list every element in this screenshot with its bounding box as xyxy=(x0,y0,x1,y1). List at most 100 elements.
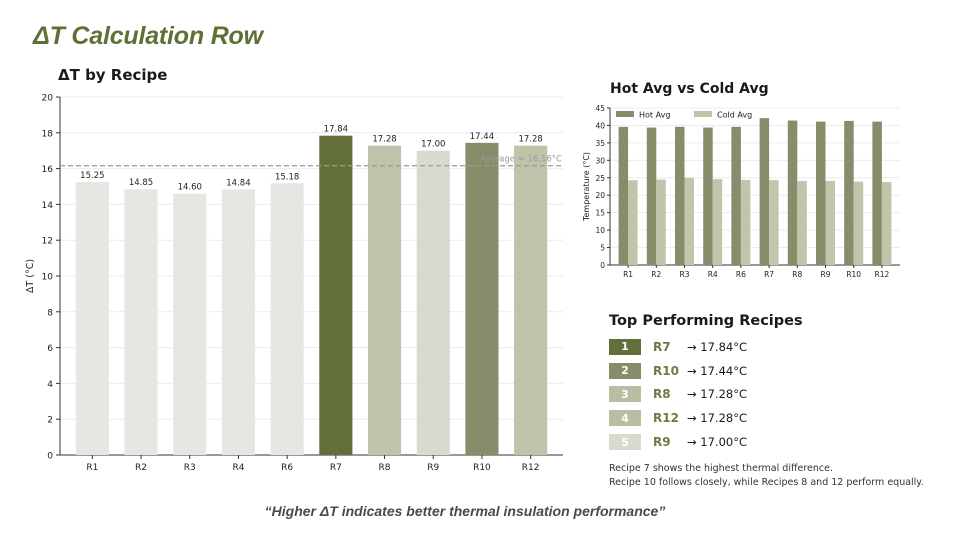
rank-recipe: R12 xyxy=(653,411,679,426)
cold-bar-r9 xyxy=(825,180,835,265)
y-axis-label: Temperature (°C) xyxy=(582,152,591,222)
bar-r6 xyxy=(270,183,304,455)
quote: “Higher ΔT indicates better thermal insu… xyxy=(264,503,666,519)
hot-cold-chart-svg: 0 5 10 15 20 25 30 35 40 45 Temperature (°C) R1 R2 R3… xyxy=(582,104,900,279)
x-tick-label: R2 xyxy=(135,463,147,473)
bar-r7 xyxy=(319,135,353,455)
x-tick-label: R1 xyxy=(86,463,98,473)
bar-value-label: 17.00 xyxy=(421,140,445,150)
x-tick-label: R4 xyxy=(232,463,244,473)
y-tick-label: 0 xyxy=(600,261,605,270)
top-performing-list: 1 R7 → 17.84°C 2 R10 → 17.44°C 3 R8 → 17.28°C 4 R1… xyxy=(609,335,939,454)
delta-t-chart: ΔT by Recipe 0 2 4 6 8 10 12 14 16 18 20 ΔT (°C) 15.… xyxy=(18,62,578,482)
hot-cold-chart: Hot Avg vs Cold Avg 0 5 10 15 20 25 30 35 40 45 Te… xyxy=(570,78,910,293)
rank-badge: 1 xyxy=(609,338,641,355)
y-tick-label: 45 xyxy=(595,104,605,113)
y-tick-label: 30 xyxy=(595,156,605,165)
bar-r12 xyxy=(514,145,548,456)
delta-t-chart-svg: 0 2 4 6 8 10 12 14 16 18 20 ΔT (°C) 15.25 R1 14.85 R2 14… xyxy=(25,94,563,473)
rank-badge: 5 xyxy=(609,434,641,451)
rank-row: 2 R10 → 17.44°C xyxy=(609,359,939,383)
y-tick-label: 40 xyxy=(595,121,605,130)
y-tick-label: 20 xyxy=(595,191,605,200)
x-tick-label: R1 xyxy=(623,270,633,279)
y-tick-label: 18 xyxy=(42,129,54,139)
bar-r2 xyxy=(124,189,158,455)
notes: Recipe 7 shows the highest thermal diffe… xyxy=(609,462,924,489)
cold-bar-r10 xyxy=(853,181,864,265)
delta-t-chart-title: ΔT by Recipe xyxy=(58,66,168,84)
legend-label-hot: Hot Avg xyxy=(639,111,670,120)
cold-bar-r4 xyxy=(712,179,723,265)
x-tick-label: R3 xyxy=(680,270,690,279)
hot-bar-r7 xyxy=(759,118,770,265)
y-axis-label: ΔT (°C) xyxy=(25,259,36,293)
bar-r8 xyxy=(367,145,402,456)
cold-bar-r6 xyxy=(740,179,751,265)
y-tick-label: 35 xyxy=(595,139,605,148)
average-line-label: Average = 16.16°C xyxy=(480,155,562,165)
rank-recipe: R8 xyxy=(653,387,671,402)
hot-bar-r12 xyxy=(872,121,882,266)
hot-bar-r6 xyxy=(731,126,741,265)
rank-row: 3 R8 → 17.28°C xyxy=(609,383,939,407)
rank-row: 4 R12 → 17.28°C xyxy=(609,406,939,430)
rank-value: → 17.00°C xyxy=(687,435,747,450)
x-tick-label: R8 xyxy=(379,463,391,473)
bar-r3 xyxy=(173,193,207,455)
bar-r1 xyxy=(75,182,109,455)
rank-badge: 2 xyxy=(609,362,641,379)
y-tick-label: 14 xyxy=(42,201,54,211)
top-performing-title: Top Performing Recipes xyxy=(609,313,803,329)
y-tick-label: 8 xyxy=(47,308,53,318)
bar-value-label: 17.28 xyxy=(518,135,542,145)
x-tick-label: R9 xyxy=(427,463,439,473)
x-tick-label: R3 xyxy=(184,463,196,473)
bar-value-label: 15.25 xyxy=(80,171,104,181)
hot-bar-r1 xyxy=(618,126,629,265)
cold-bar-r1 xyxy=(628,180,638,265)
y-tick-label: 2 xyxy=(47,416,53,426)
cold-bar-r8 xyxy=(797,180,807,265)
hot-cold-chart-title: Hot Avg vs Cold Avg xyxy=(610,81,769,97)
x-tick-label: R7 xyxy=(330,463,342,473)
cold-bar-r3 xyxy=(684,177,694,265)
x-tick-label: R10 xyxy=(846,270,861,279)
rank-badge: 3 xyxy=(609,386,641,403)
bar-value-label: 15.18 xyxy=(275,172,299,182)
y-tick-label: 6 xyxy=(47,344,53,354)
note-line: Recipe 10 follows closely, while Recipes… xyxy=(609,476,924,488)
rank-value: → 17.28°C xyxy=(687,387,747,402)
hot-bar-r8 xyxy=(787,120,798,265)
rank-row: 5 R9 → 17.00°C xyxy=(609,430,939,454)
rank-recipe: R10 xyxy=(653,363,679,378)
x-tick-label: R4 xyxy=(708,270,718,279)
y-tick-label: 20 xyxy=(42,94,54,104)
x-tick-label: R6 xyxy=(736,270,746,279)
legend-swatch-cold xyxy=(694,111,712,117)
x-tick-label: R7 xyxy=(764,270,774,279)
y-tick-label: 15 xyxy=(595,209,605,218)
hot-bar-r4 xyxy=(703,127,713,265)
slide-title: ΔT Calculation Row xyxy=(33,22,263,50)
bar-value-label: 14.84 xyxy=(226,178,250,188)
cold-bar-r2 xyxy=(656,179,666,265)
bar-r9 xyxy=(416,150,450,455)
rank-value: → 17.44°C xyxy=(687,363,747,378)
x-tick-label: R8 xyxy=(792,270,802,279)
y-tick-label: 0 xyxy=(47,452,53,462)
rank-recipe: R7 xyxy=(653,339,671,354)
x-tick-label: R12 xyxy=(522,463,540,473)
bar-value-label: 14.85 xyxy=(129,178,153,188)
hot-bar-r10 xyxy=(844,120,854,265)
rank-value: → 17.28°C xyxy=(687,411,747,426)
hot-bar-r2 xyxy=(646,127,657,265)
rank-recipe: R9 xyxy=(653,435,671,450)
rank-value: → 17.84°C xyxy=(687,339,747,354)
x-tick-label: R6 xyxy=(281,463,293,473)
hot-bar-r9 xyxy=(816,121,826,266)
x-tick-label: R10 xyxy=(473,463,491,473)
bar-value-label: 17.84 xyxy=(324,125,348,135)
legend-label-cold: Cold Avg xyxy=(717,111,752,120)
hot-bar-r3 xyxy=(675,126,685,265)
